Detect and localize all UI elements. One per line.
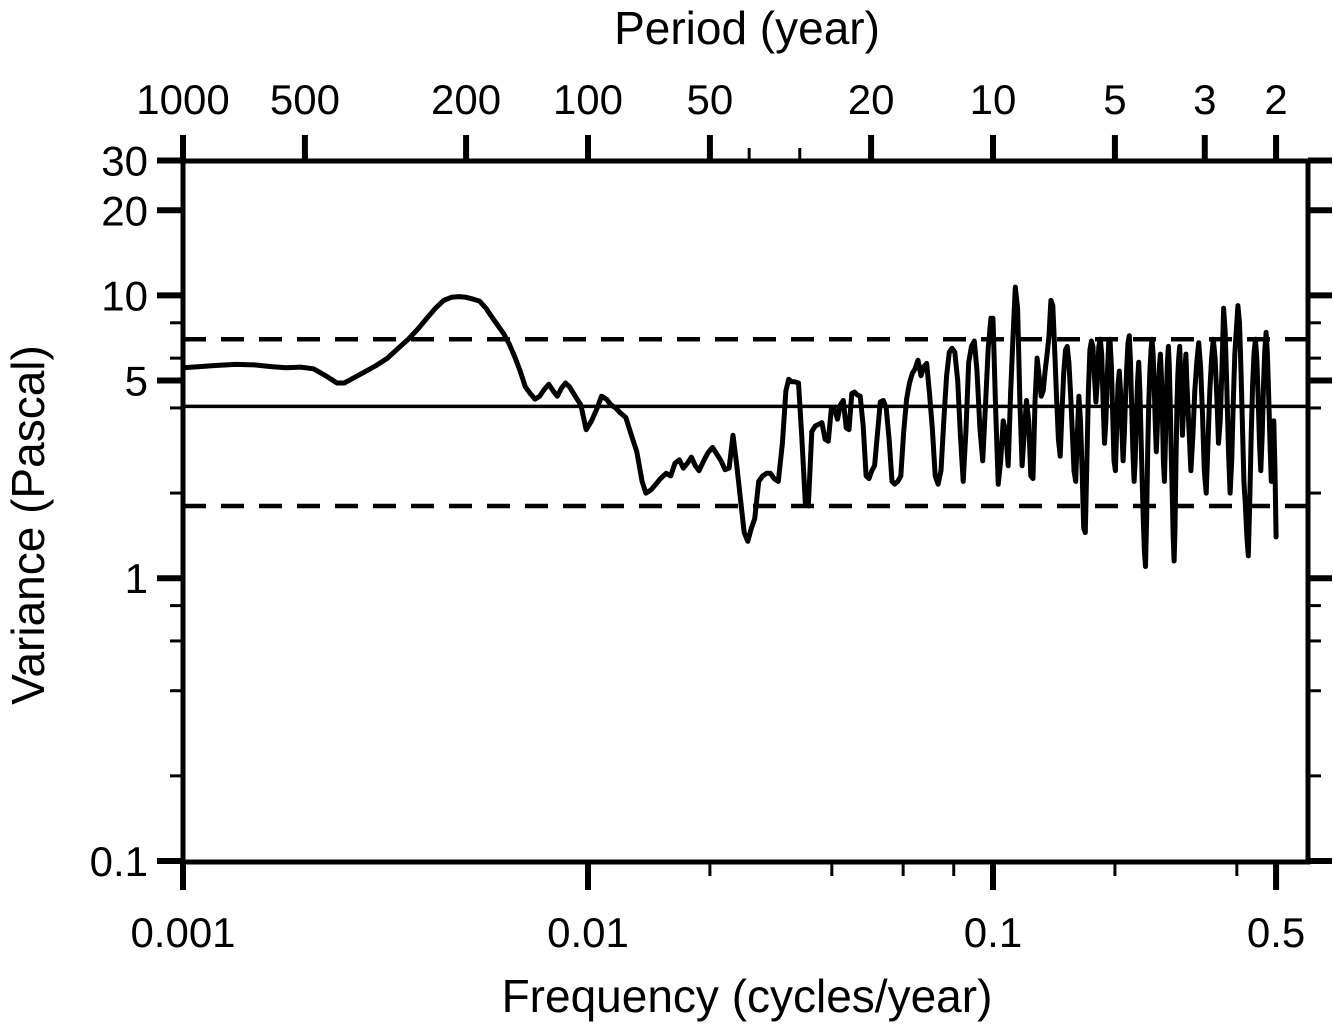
left-axis-tick-label: 5 — [125, 358, 148, 405]
left-axis-tick-label: 30 — [101, 137, 148, 184]
top-axis-tick-label: 50 — [687, 76, 734, 123]
left-axis-tick-label: 1 — [125, 555, 148, 602]
bottom-axis-tick-label: 0.001 — [130, 909, 235, 956]
plot-frame — [180, 158, 1311, 865]
top-axis-tick-label: 3 — [1193, 76, 1216, 123]
top-axis-tick-label: 20 — [848, 76, 895, 123]
axis-tick-labels: 1000 500 200 100 50 20 10 5 3 2 0.001 0.01 0.1 0.5 0.1… — [90, 76, 1306, 956]
spectrum-curve-group — [180, 284, 1279, 569]
variance-spectrum-line — [180, 284, 1279, 569]
bottom-axis-tick-label: 0.1 — [964, 909, 1022, 956]
top-axis-title: Period (year) — [614, 2, 880, 54]
bottom-axis-tick-label: 0.5 — [1247, 909, 1305, 956]
axis-ticks — [157, 135, 1332, 890]
top-axis-tick-label: 1000 — [136, 76, 229, 123]
bottom-axis-title: Frequency (cycles/year) — [502, 970, 993, 1022]
top-axis-tick-label: 500 — [270, 76, 340, 123]
left-axis-tick-label: 10 — [101, 272, 148, 319]
top-axis-tick-label: 5 — [1103, 76, 1126, 123]
bottom-axis-tick-label: 0.01 — [547, 909, 629, 956]
top-axis-tick-label: 10 — [970, 76, 1017, 123]
left-axis-title: Variance (Pascal) — [2, 345, 54, 705]
left-axis-tick-label: 0.1 — [90, 838, 148, 885]
top-axis-tick-label: 200 — [431, 76, 501, 123]
top-axis-tick-label: 100 — [553, 76, 623, 123]
top-axis-tick-label: 2 — [1264, 76, 1287, 123]
left-axis-tick-label: 20 — [101, 187, 148, 234]
